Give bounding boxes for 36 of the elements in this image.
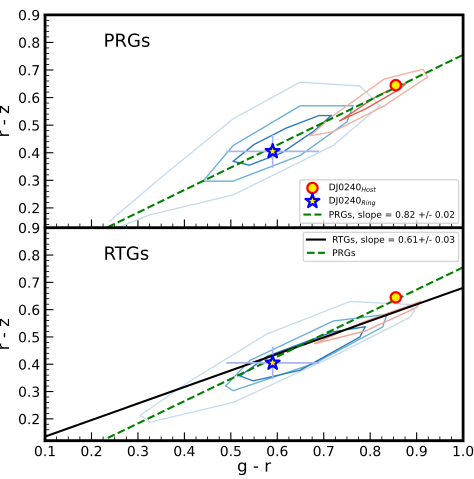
- y-axis-title: r - z: [0, 318, 10, 349]
- y-tick-label: 0.6: [18, 92, 40, 104]
- x-tick-label: 0.9: [406, 446, 427, 456]
- x-tick-label: 0.5: [220, 446, 241, 456]
- legend-label: DJ0240$_{Ring}$: [330, 196, 376, 206]
- y-tick-label: 0.5: [18, 120, 39, 131]
- legend-label: PRGs, slope = 0.82 +/- 0.02: [330, 210, 454, 220]
- x-axis-title: g - r: [238, 462, 272, 476]
- y-tick-label: 0.4: [18, 359, 40, 370]
- x-tick-label: 0.6: [267, 446, 288, 456]
- legend-label: PRGs: [333, 249, 356, 256]
- x-tick-label: 0.4: [174, 446, 195, 456]
- x-tick-label: 0.8: [360, 446, 380, 456]
- x-tick-label: 0.3: [128, 446, 148, 456]
- y-tick-label: 0.9: [18, 10, 40, 20]
- y-tick-label: 0.3: [18, 386, 40, 398]
- annotation: PRGs: [105, 33, 150, 48]
- y-tick-label: 0.2: [18, 202, 39, 214]
- x-tick-label: 0.1: [34, 446, 55, 456]
- y-tick-label: 0.9: [18, 222, 40, 234]
- y-tick-label: 0.3: [18, 175, 40, 186]
- legend-label: RTGs, slope = 0.61+/- 0.03: [333, 236, 454, 245]
- y-axis-title: r - z: [0, 106, 10, 136]
- y-tick-label: 0.7: [18, 277, 39, 288]
- y-tick-label: 0.4: [18, 148, 40, 158]
- y-tick-label: 0.8: [18, 250, 40, 261]
- y-tick-label: 0.8: [18, 37, 40, 48]
- y-tick-label: 0.7: [18, 64, 39, 76]
- annotation: RTGs: [105, 246, 148, 260]
- y-tick-label: 0.6: [18, 304, 40, 316]
- x-tick-label: 1.0: [454, 446, 474, 456]
- x-tick-label: 0.2: [81, 446, 102, 456]
- y-tick-label: 0.2: [18, 414, 39, 424]
- y-tick-label: 0.5: [18, 332, 39, 342]
- x-tick-label: 0.7: [314, 446, 334, 456]
- legend-label: DJ0240$_{Host}$: [330, 184, 376, 192]
